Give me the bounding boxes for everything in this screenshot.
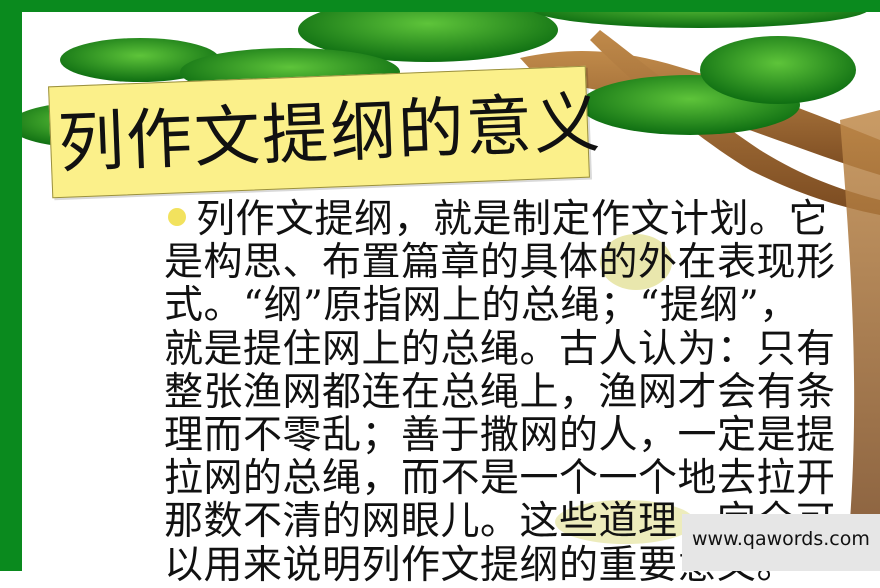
body-line: 拉网的总绳，而不是一个一个地去拉开 — [164, 456, 836, 502]
body-line: 是构思、布置篇章的具体的外在表现形 — [164, 240, 836, 286]
bullet-dot-icon — [168, 208, 186, 226]
body-line: 理而不零乱；善于撒网的人，一定是提 — [164, 413, 836, 459]
body-line: 式。“纲”原指网上的总绳；“提纲”， — [164, 283, 799, 329]
tree-branch — [840, 110, 880, 520]
leaf — [600, 234, 672, 290]
frame-top-border — [0, 0, 880, 12]
body-line: 列作文提纲，就是制定作文计划。它 — [196, 197, 829, 242]
leaf — [298, 0, 558, 62]
watermark-panel — [682, 514, 880, 571]
leaf — [60, 38, 220, 82]
body-line: 就是提住网上的总绳。古人认为：只有 — [164, 326, 836, 372]
frame-left-border — [0, 0, 22, 571]
watermark-text: www.qawords.com — [692, 528, 870, 550]
body-line: 整张渔网都连在总绳上，渔网才会有条 — [164, 369, 836, 415]
leaf — [700, 36, 856, 104]
leaf — [555, 500, 695, 544]
slide-title: 列作文提纲的意义 — [56, 84, 604, 183]
